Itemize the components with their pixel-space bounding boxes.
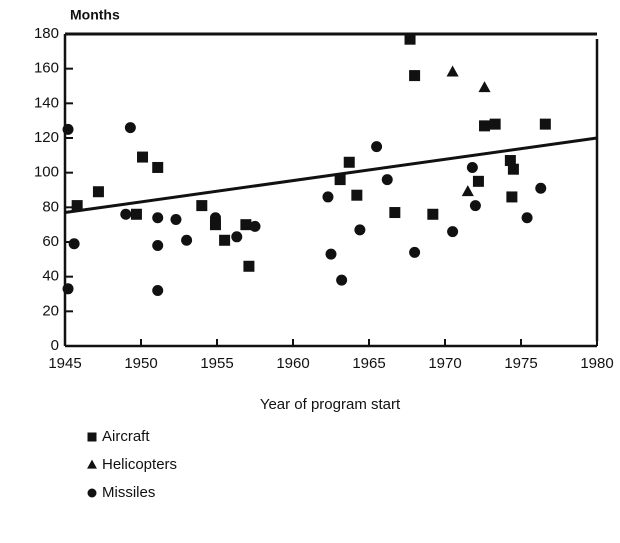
point bbox=[479, 120, 491, 132]
point bbox=[506, 191, 518, 203]
y-tick-label: 160 bbox=[34, 60, 59, 77]
x-tick-label: 1960 bbox=[276, 355, 309, 372]
point bbox=[469, 200, 481, 212]
x-axis-label: Year of program start bbox=[260, 396, 401, 413]
legend-label: Aircraft bbox=[102, 428, 150, 445]
point bbox=[120, 208, 132, 220]
x-tick-label: 1975 bbox=[504, 355, 537, 372]
point bbox=[539, 118, 551, 130]
y-tick-label: 60 bbox=[42, 233, 59, 250]
point bbox=[62, 123, 74, 135]
point bbox=[409, 70, 421, 82]
y-tick-label: 40 bbox=[42, 268, 59, 285]
point bbox=[124, 122, 136, 134]
point bbox=[447, 226, 459, 238]
legend-marker bbox=[87, 459, 97, 469]
point bbox=[389, 207, 401, 219]
point bbox=[249, 220, 261, 232]
point bbox=[71, 200, 83, 212]
point bbox=[334, 174, 346, 186]
y-axis-label: Months bbox=[70, 7, 120, 23]
point bbox=[152, 239, 164, 251]
trend-line bbox=[64, 136, 598, 215]
y-tick-label: 20 bbox=[42, 302, 59, 319]
point bbox=[461, 185, 474, 197]
point bbox=[152, 285, 164, 297]
point bbox=[170, 213, 182, 225]
point bbox=[240, 219, 252, 231]
point bbox=[351, 189, 363, 201]
point bbox=[322, 191, 334, 203]
y-tick-label: 80 bbox=[42, 198, 59, 215]
point bbox=[427, 208, 439, 220]
x-tick-label: 1945 bbox=[48, 355, 81, 372]
point bbox=[489, 118, 501, 130]
point bbox=[219, 234, 231, 246]
point bbox=[209, 212, 221, 224]
x-tick-label: 1980 bbox=[580, 355, 613, 372]
point bbox=[152, 161, 164, 173]
point bbox=[507, 163, 519, 175]
y-tick-label: 140 bbox=[34, 94, 59, 111]
y-tick-label: 180 bbox=[34, 25, 59, 42]
point bbox=[325, 248, 337, 260]
x-tick-label: 1970 bbox=[428, 355, 461, 372]
point bbox=[371, 141, 383, 153]
y-tick-label: 100 bbox=[34, 164, 59, 181]
point bbox=[62, 283, 74, 295]
y-tick-label: 0 bbox=[51, 337, 59, 354]
legend-label: Missiles bbox=[102, 484, 155, 501]
y-tick-label: 120 bbox=[34, 129, 59, 146]
point bbox=[472, 175, 484, 187]
x-tick-label: 1965 bbox=[352, 355, 385, 372]
point bbox=[196, 200, 208, 212]
point bbox=[92, 186, 104, 198]
point bbox=[478, 81, 491, 93]
point bbox=[152, 212, 164, 224]
point bbox=[504, 155, 516, 167]
point bbox=[446, 65, 459, 77]
point bbox=[354, 224, 366, 236]
point bbox=[209, 219, 221, 231]
point bbox=[521, 212, 533, 224]
legend-marker bbox=[87, 488, 97, 498]
point bbox=[243, 260, 255, 272]
x-tick-label: 1950 bbox=[124, 355, 157, 372]
point bbox=[137, 151, 149, 163]
legend-label: Helicopters bbox=[102, 456, 177, 473]
point bbox=[381, 174, 393, 186]
point bbox=[68, 238, 80, 250]
point bbox=[409, 246, 421, 258]
legend-marker bbox=[87, 432, 97, 442]
point bbox=[535, 182, 547, 194]
point bbox=[130, 208, 142, 220]
x-tick-label: 1955 bbox=[200, 355, 233, 372]
point bbox=[343, 156, 355, 168]
point bbox=[181, 234, 193, 246]
point bbox=[466, 161, 478, 173]
point bbox=[404, 33, 416, 45]
point bbox=[336, 274, 348, 286]
point bbox=[231, 231, 243, 243]
